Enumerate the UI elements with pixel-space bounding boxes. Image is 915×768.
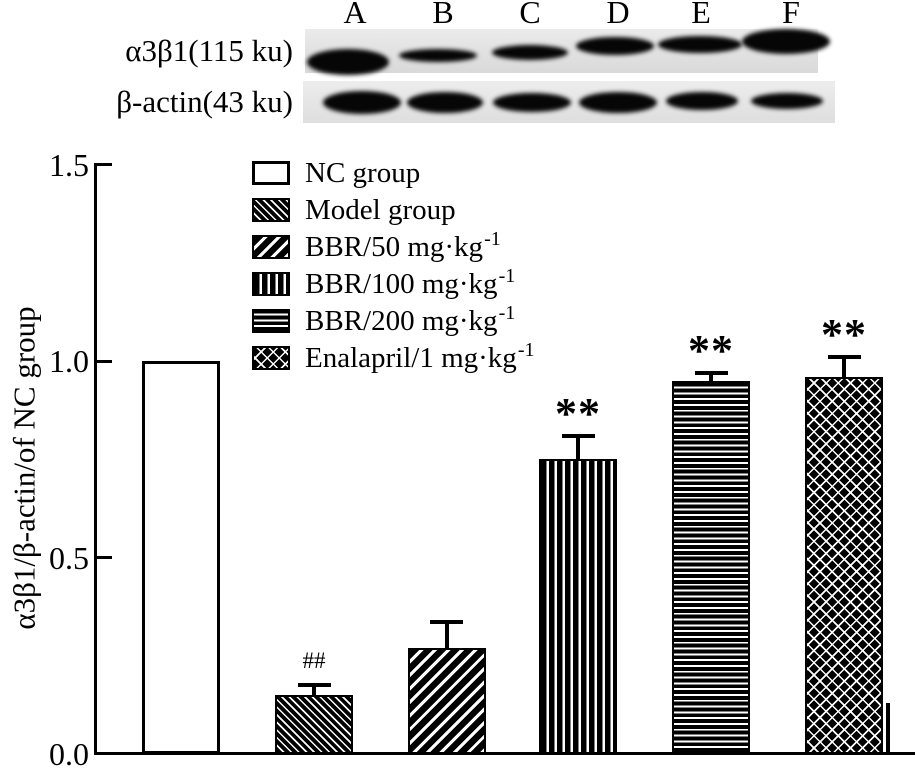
legend-label-bbr50: BBR/50 mg·kg-1 — [305, 227, 501, 263]
error-bar-cap-bbr100 — [561, 433, 595, 438]
error-bar-cap-bbr200 — [694, 370, 728, 375]
y-axis-tick-1.5 — [96, 163, 112, 166]
blot-strip-alpha3beta1 — [305, 28, 830, 75]
y-tick-label-0.0: 0.0 — [49, 736, 89, 768]
blot-band-lane-c — [493, 92, 571, 112]
legend-label-nc: NC group — [305, 156, 421, 189]
error-bar-line-bbr200 — [709, 372, 713, 381]
legend-swatch-none — [252, 161, 290, 185]
bar-model — [275, 695, 353, 754]
blot-row-label-beta-actin: β-actin(43 ku) — [116, 84, 293, 119]
blot-strip-beta-actin — [303, 81, 835, 123]
x-axis-end-cap — [886, 703, 890, 755]
blot-row-label-alpha3beta1: α3β1(115 ku) — [125, 33, 293, 68]
legend-swatch-diag-slash — [252, 235, 290, 259]
bar-bbr100 — [539, 459, 617, 754]
significance-marker-bbr200: ** — [688, 325, 734, 375]
bar-nc — [141, 361, 220, 754]
legend-label-model: Model group — [305, 193, 456, 226]
x-axis-line — [94, 752, 915, 755]
blot-band-lane-f — [751, 93, 823, 109]
error-bar-line-bbr100 — [576, 435, 580, 460]
error-bar-cap-enalapril — [827, 355, 861, 360]
y-tick-label-0.5: 0.5 — [49, 539, 89, 576]
significance-marker-bbr100: ** — [555, 388, 601, 438]
legend-label-bbr100: BBR/100 mg·kg-1 — [305, 264, 516, 300]
blot-band-lane-a — [307, 49, 389, 75]
legend-swatch-vertical-lines — [252, 272, 290, 296]
y-tick-label-1.5: 1.5 — [49, 146, 89, 183]
error-bar-line-bbr50 — [444, 622, 449, 648]
legend-swatch-diag-backslash — [252, 198, 290, 222]
y-axis-label-text: α3β1/β-actin/of NC group — [6, 306, 42, 630]
blot-band-lane-b — [399, 48, 477, 62]
y-axis-tick-0.5 — [96, 556, 112, 559]
legend-row-enalapril: Enalapril/1 mg·kg-1 — [252, 338, 535, 374]
legend-row-bbr200: BBR/200 mg·kg-1 — [252, 301, 516, 337]
lane-label-a: A — [343, 0, 367, 30]
legend-label-enalapril: Enalapril/1 mg·kg-1 — [305, 338, 535, 374]
blot-band-lane-c — [492, 44, 568, 60]
bar-bbr200 — [672, 380, 750, 754]
error-bar-cap-bbr50 — [430, 620, 463, 625]
blot-band-lane-f — [742, 28, 830, 54]
y-tick-label-1.0: 1.0 — [49, 343, 89, 379]
blot-band-lane-d — [576, 37, 654, 55]
legend-swatch-horizontal-lines — [252, 309, 290, 333]
legend-label-superscript: -1 — [498, 301, 516, 324]
blot-band-lane-a — [323, 90, 401, 114]
legend-label-superscript: -1 — [498, 264, 516, 287]
legend-row-bbr50: BBR/50 mg·kg-1 — [252, 227, 501, 263]
blot-band-lane-e — [658, 35, 742, 53]
blot-band-lane-d — [579, 91, 657, 113]
legend-label-superscript: -1 — [517, 338, 535, 361]
lane-label-d: D — [606, 0, 630, 30]
bar-bbr50 — [407, 647, 486, 754]
lane-label-b: B — [432, 0, 454, 30]
legend-label-bbr200: BBR/200 mg·kg-1 — [305, 301, 516, 337]
significance-marker-enalapril: ** — [821, 310, 867, 360]
legend-row-model: Model group — [252, 193, 456, 226]
lane-label-f: F — [782, 0, 800, 30]
lane-label-e: E — [691, 0, 711, 30]
bar-enalapril — [805, 376, 883, 754]
error-bar-line-enalapril — [842, 357, 846, 377]
y-axis-tick-1.0 — [96, 359, 112, 363]
legend-row-bbr100: BBR/100 mg·kg-1 — [252, 264, 516, 300]
legend-label-superscript: -1 — [484, 227, 501, 250]
blot-band-lane-e — [666, 92, 738, 110]
legend-row-nc: NC group — [252, 156, 421, 189]
lane-label-c: C — [519, 0, 541, 30]
blot-band-lane-b — [407, 91, 483, 113]
legend-swatch-diamond-crosshatch — [252, 346, 290, 370]
error-bar-cap-model — [297, 683, 331, 688]
y-axis-line — [94, 163, 97, 755]
error-bar-line-model — [312, 685, 316, 696]
significance-marker-model: ## — [302, 648, 326, 674]
